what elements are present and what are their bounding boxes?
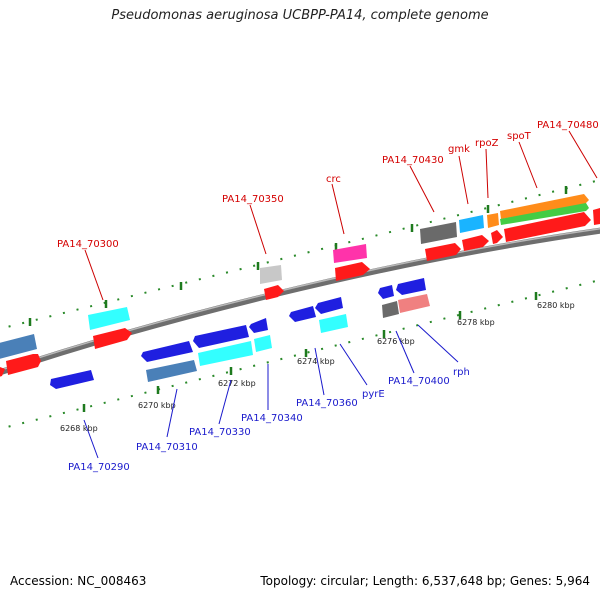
gene-arrow[interactable] [500, 194, 589, 219]
gene-arrow[interactable] [193, 325, 249, 348]
gene-arrow[interactable] [289, 306, 316, 322]
gene-arrow[interactable] [254, 335, 272, 352]
major-ticks-forward [28, 186, 568, 326]
gene-label-forward[interactable]: spoT [507, 131, 532, 142]
gene-arrow[interactable] [459, 215, 484, 233]
gene-arrow[interactable] [0, 365, 5, 378]
gene-arrow[interactable] [146, 360, 197, 382]
gene-label-reverse[interactable]: rph [453, 367, 470, 378]
gene-label-reverse[interactable]: PA14_70360 [296, 398, 358, 409]
gene-arrow[interactable] [0, 334, 37, 360]
gene-arrow[interactable] [50, 370, 94, 389]
page-title: Pseudomonas aeruginosa UCBPP-PA14, compl… [111, 8, 489, 23]
gene-label-forward[interactable]: gmk [448, 144, 470, 155]
gene-label-forward[interactable]: PA14_70300 [57, 239, 119, 250]
tick-label: 6268 kbp [60, 424, 98, 433]
gene-arrow[interactable] [198, 341, 253, 366]
gene-label-forward[interactable]: crc [326, 174, 341, 185]
tick-label: 6278 kbp [457, 318, 495, 327]
gene-label-forward[interactable]: rpoZ [475, 138, 499, 149]
gene-arrow[interactable] [260, 265, 282, 284]
gene-arrow[interactable] [462, 235, 489, 251]
gene-arrow[interactable] [141, 341, 193, 362]
reverse-leaders [83, 324, 459, 459]
gene-label-reverse[interactable]: pyrE [362, 389, 385, 400]
tick-label: 6280 kbp [537, 301, 575, 310]
reverse-genes [50, 278, 430, 389]
gene-arrow[interactable] [420, 222, 457, 244]
gene-label-forward[interactable]: PA14_70430 [382, 155, 444, 166]
gene-arrow[interactable] [491, 230, 503, 244]
gene-arrow[interactable] [504, 212, 591, 242]
gene-arrow[interactable] [396, 278, 426, 295]
gene-arrow[interactable] [398, 294, 430, 313]
gene-label-forward[interactable]: PA14_70480 [537, 120, 599, 131]
gene-label-reverse[interactable]: PA14_70400 [388, 376, 450, 387]
gene-arrow[interactable] [6, 354, 41, 375]
tick-label: 6270 kbp [138, 401, 176, 410]
gene-arrow[interactable] [378, 285, 394, 299]
forward-leaders [84, 130, 598, 301]
reverse-track [0, 279, 600, 430]
tick-label: 6272 kbp [218, 379, 256, 388]
gene-arrow[interactable] [333, 244, 367, 263]
gene-arrow[interactable] [264, 285, 284, 300]
gene-label-forward[interactable]: PA14_70350 [222, 194, 284, 205]
gene-arrow[interactable] [425, 243, 461, 261]
gene-label-reverse[interactable]: PA14_70330 [189, 427, 251, 438]
gene-label-reverse[interactable]: PA14_70290 [68, 462, 130, 473]
tick-label: 6274 kbp [297, 357, 335, 366]
gene-arrow[interactable] [315, 297, 343, 314]
genome-backbone [0, 227, 600, 376]
gene-arrow[interactable] [249, 318, 268, 333]
gene-arrow[interactable] [593, 208, 600, 225]
gene-label-reverse[interactable]: PA14_70340 [241, 413, 303, 424]
major-ticks [82, 292, 538, 412]
gene-arrow[interactable] [500, 203, 589, 225]
genome-stats-text: Topology: circular; Length: 6,537,648 bp… [260, 574, 590, 588]
gene-arrow[interactable] [93, 328, 132, 349]
gene-arrow[interactable] [335, 262, 370, 281]
accession-text: Accession: NC_008463 [10, 574, 147, 588]
forward-track [0, 179, 600, 330]
gene-arrow[interactable] [88, 307, 130, 330]
gene-label-reverse[interactable]: PA14_70310 [136, 442, 198, 453]
gene-arrow[interactable] [382, 301, 399, 318]
gene-arrow[interactable] [487, 213, 499, 228]
forward-genes [0, 194, 600, 378]
gene-arrow[interactable] [319, 314, 348, 333]
tick-label: 6276 kbp [377, 337, 415, 346]
